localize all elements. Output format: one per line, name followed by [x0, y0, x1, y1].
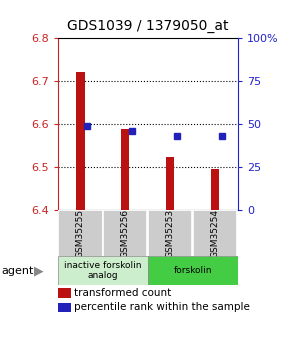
Bar	[211, 169, 219, 210]
Bar	[148, 256, 238, 285]
Bar	[59, 210, 102, 257]
Bar	[148, 210, 192, 257]
Text: GSM35254: GSM35254	[211, 209, 220, 258]
Bar	[166, 157, 174, 210]
Bar	[122, 128, 129, 210]
Bar	[104, 210, 147, 257]
Text: GSM35253: GSM35253	[166, 209, 175, 258]
Text: agent: agent	[1, 266, 34, 276]
Text: ▶: ▶	[34, 265, 44, 278]
Text: forskolin: forskolin	[174, 266, 212, 275]
Bar	[58, 256, 148, 285]
Text: GDS1039 / 1379050_at: GDS1039 / 1379050_at	[67, 19, 229, 33]
Text: GSM35255: GSM35255	[76, 209, 85, 258]
Text: inactive forskolin
analog: inactive forskolin analog	[64, 261, 142, 280]
Bar	[77, 72, 84, 210]
Bar	[193, 210, 237, 257]
Text: transformed count: transformed count	[74, 288, 171, 298]
Text: GSM35256: GSM35256	[121, 209, 130, 258]
Text: percentile rank within the sample: percentile rank within the sample	[74, 303, 250, 312]
